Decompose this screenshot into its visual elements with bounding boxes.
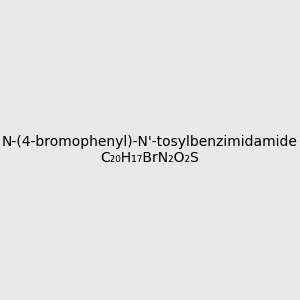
Text: N-(4-bromophenyl)-N'-tosylbenzimidamide
C₂₀H₁₇BrN₂O₂S: N-(4-bromophenyl)-N'-tosylbenzimidamide …	[2, 135, 298, 165]
